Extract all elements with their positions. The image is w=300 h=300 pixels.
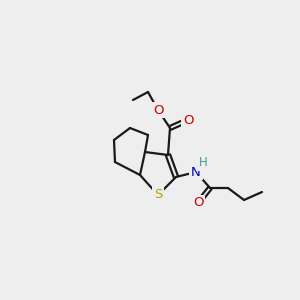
Text: N: N <box>191 166 201 178</box>
Text: O: O <box>183 113 193 127</box>
Text: O: O <box>193 196 203 209</box>
Text: O: O <box>153 103 163 116</box>
Text: S: S <box>154 188 162 202</box>
Text: H: H <box>199 157 207 169</box>
